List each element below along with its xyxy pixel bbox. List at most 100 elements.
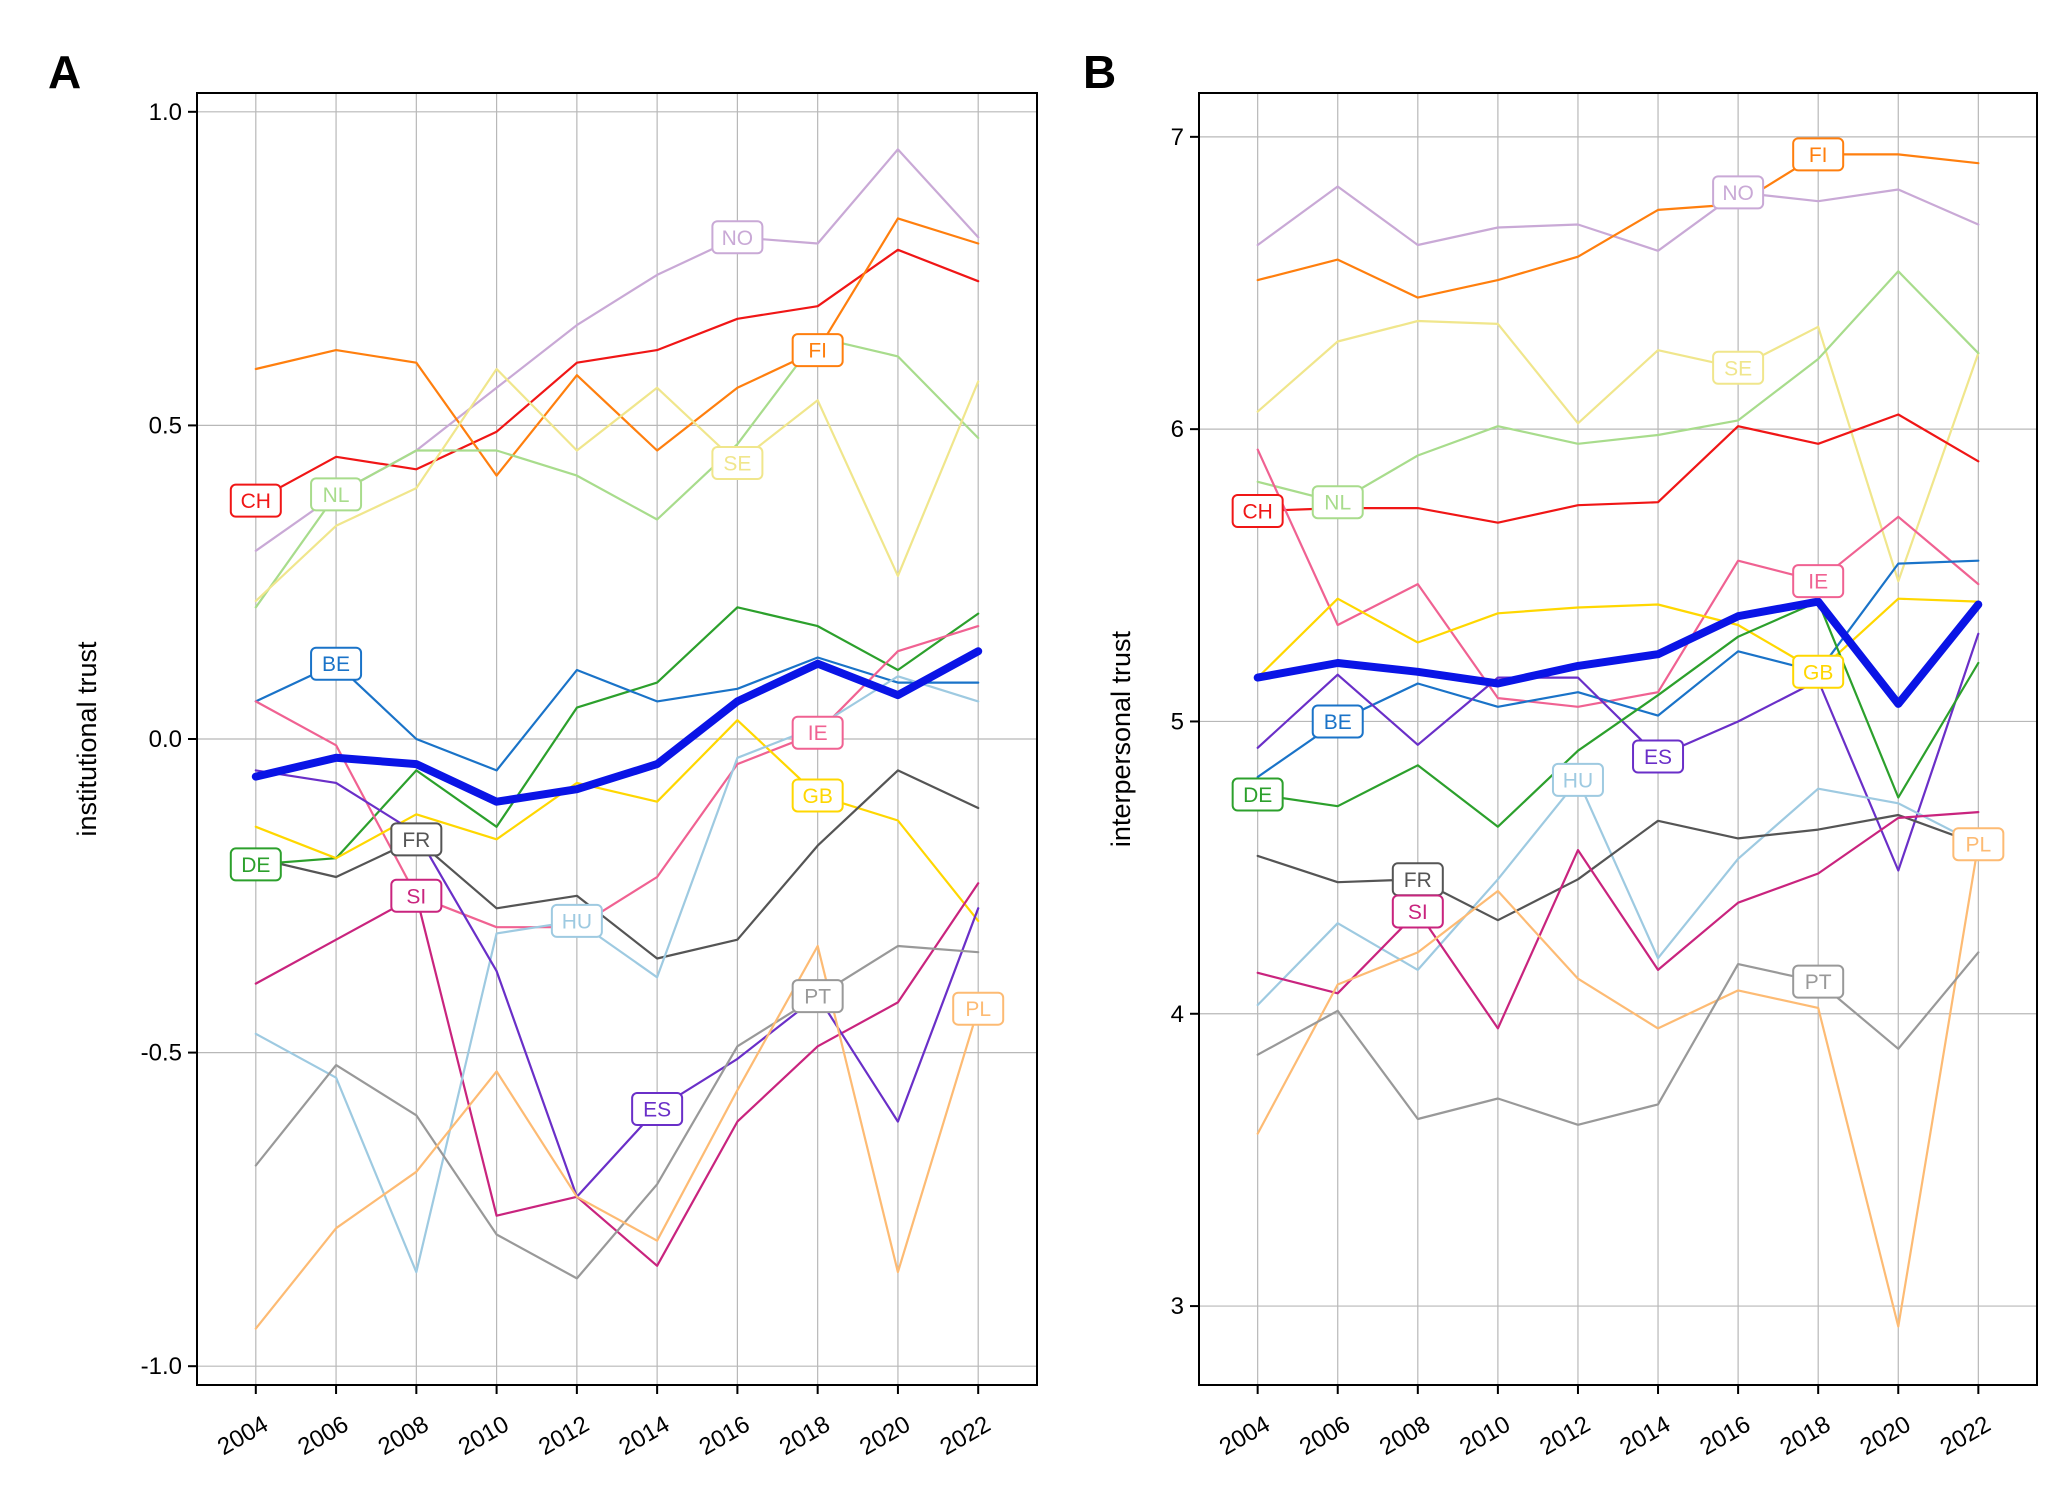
y-axis-title: interpersonal trust [1106, 630, 1136, 847]
series-line-nl [254, 336, 980, 609]
series-line-es [254, 769, 980, 1198]
series-label-box-si [1391, 894, 1444, 929]
series-line-gb [1256, 597, 1980, 679]
plot-frame [1198, 92, 2038, 1386]
y-tick-label: -1.0 [141, 1353, 182, 1380]
series-label-box-es [631, 1092, 684, 1127]
y-tick-label: 7 [1171, 124, 1184, 151]
series-line-ie [1256, 448, 1980, 708]
series-label-box-se [711, 446, 764, 481]
series-label-hu: HU [1563, 769, 1593, 792]
series-line-mean [1253, 597, 1983, 708]
y-tick-label: 3 [1171, 1293, 1184, 1320]
y-tick-label: 5 [1171, 708, 1184, 735]
series-line-be [254, 656, 980, 772]
series-label-box-ie [791, 715, 844, 750]
series-label-pt: PT [804, 986, 831, 1009]
series-label-box-be [310, 646, 363, 681]
y-tick-label: 6 [1171, 416, 1184, 443]
series-label-box-pt [791, 979, 844, 1014]
series-label-box-fi [1792, 137, 1845, 172]
series-label-box-se [1712, 350, 1765, 385]
series-line-hu [254, 675, 980, 1274]
y-tick-label: 0.0 [149, 726, 182, 753]
series-line-mean [251, 647, 983, 806]
series-label-be: BE [322, 653, 350, 676]
series-line-be [1256, 559, 1980, 779]
series-line-no [1256, 185, 1980, 252]
panel-a-institutional-trust: A NO CH FI NL SE DE BE IE GB FR SI HU ES PT PL -1.0 -0.5 0… [48, 46, 1038, 1461]
series-label-box-pl [1952, 827, 2005, 862]
series-label-pl: PL [965, 998, 991, 1021]
series-line-pl [254, 944, 980, 1330]
series-label-se: SE [1724, 357, 1752, 380]
series-label-box-pt [1792, 964, 1845, 999]
series-label-fr: FR [1404, 869, 1432, 892]
series-label-box-si [390, 878, 443, 913]
series-label-box-ie [1792, 564, 1845, 599]
panel-b-interpersonal-trust: BNOFISENLCHIEGBBEESDEHUFRSIPLPT345672004… [1083, 46, 2038, 1461]
series-label-box-hu [1551, 762, 1604, 797]
series-line-ch [254, 248, 980, 502]
series-line-pl [1256, 843, 1980, 1328]
y-tick-label: 1.0 [149, 99, 182, 126]
series-line-ie [254, 624, 980, 929]
series-line-ch [1256, 413, 1980, 524]
series-label-box-nl [310, 477, 363, 512]
y-tick-label: 0.5 [149, 412, 182, 439]
series-label-be: BE [1324, 711, 1352, 734]
series-label-fi: FI [1809, 144, 1828, 167]
series-label-box-fi [791, 333, 844, 368]
y-tick-label: 4 [1171, 1001, 1184, 1028]
series-line-fr [1256, 813, 1980, 922]
series-label-gb: GB [802, 785, 832, 808]
series-label-box-ch [229, 483, 282, 518]
series-label-box-de [1231, 777, 1284, 812]
series-label-no: NO [722, 227, 754, 250]
series-line-hu [1256, 778, 1980, 1007]
series-label-box-pl [952, 991, 1005, 1026]
series-label-fi: FI [808, 340, 827, 363]
series-label-box-no [1712, 175, 1765, 210]
series-label-ch: CH [1242, 501, 1272, 524]
series-line-de [254, 606, 980, 866]
series-label-ie: IE [1808, 571, 1828, 594]
series-label-box-hu [550, 903, 603, 938]
series-label-box-fr [390, 822, 443, 857]
series-label-si: SI [406, 885, 426, 908]
series-line-fi [254, 217, 980, 477]
series-label-box-nl [1311, 485, 1364, 520]
series-line-nl [1256, 270, 1980, 504]
y-axis-title: institutional trust [72, 641, 102, 837]
series-line-fi [1256, 153, 1980, 299]
series-label-no: NO [1722, 182, 1754, 205]
series-label-ch: CH [241, 490, 271, 513]
series-label-box-ch [1231, 494, 1284, 528]
series-label-nl: NL [1324, 492, 1351, 515]
series-label-box-es [1632, 739, 1685, 774]
series-line-se [1256, 319, 1980, 583]
series-line-pt [1256, 951, 1980, 1126]
series-line-pt [254, 944, 980, 1280]
series-label-box-be [1311, 704, 1364, 739]
series-label-de: DE [241, 854, 270, 877]
series-line-fr [254, 769, 980, 960]
series-label-box-gb [1792, 654, 1845, 689]
series-label-nl: NL [323, 484, 350, 507]
series-label-gb: GB [1803, 661, 1833, 684]
panel-label-a: A [48, 46, 81, 98]
series-label-box-no [711, 220, 764, 255]
series-label-hu: HU [562, 910, 592, 933]
series-label-de: DE [1243, 784, 1272, 807]
series-line-es [1256, 632, 1980, 872]
series-label-se: SE [723, 453, 751, 476]
series-label-si: SI [1408, 901, 1428, 924]
series-label-ie: IE [808, 722, 828, 745]
y-tick-label: -0.5 [141, 1040, 182, 1067]
series-label-pt: PT [1805, 971, 1832, 994]
series-label-pl: PL [1965, 834, 1991, 857]
series-line-de [1256, 600, 1980, 828]
series-label-box-de [229, 847, 282, 882]
